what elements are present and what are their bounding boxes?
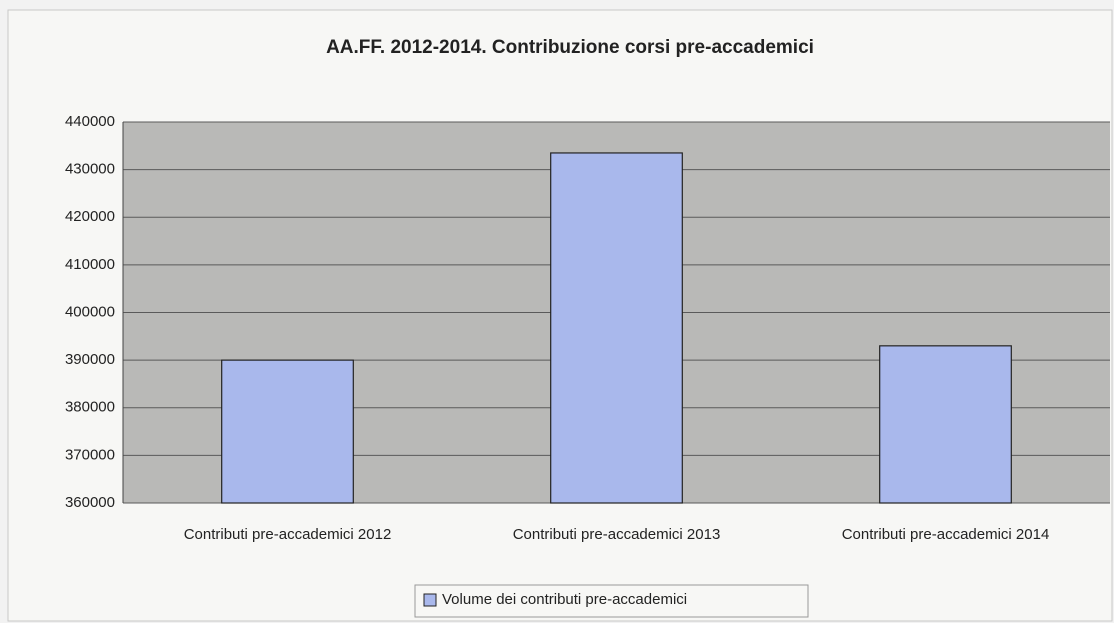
chart-title: AA.FF. 2012-2014. Contribuzione corsi pr… (326, 37, 814, 58)
y-tick-label: 380000 (65, 399, 115, 416)
bar (221, 359, 354, 504)
bar (550, 152, 683, 504)
legend-box (414, 584, 809, 618)
y-tick-label: 410000 (65, 256, 115, 273)
y-tick-label: 360000 (65, 494, 115, 511)
y-tick-label: 370000 (65, 446, 115, 463)
bar (879, 345, 1012, 504)
y-tick-label: 420000 (65, 208, 115, 225)
x-tick-label: Contributi pre-accademici 2013 (513, 526, 721, 543)
legend-label: Volume dei contributi pre-accademici (442, 591, 687, 608)
x-tick-label: Contributi pre-accademici 2012 (184, 526, 392, 543)
y-tick-label: 430000 (65, 161, 115, 178)
y-tick-label: 440000 (65, 113, 115, 130)
legend-swatch (423, 593, 437, 607)
y-tick-label: 400000 (65, 303, 115, 320)
y-tick-label: 390000 (65, 351, 115, 368)
x-tick-label: Contributi pre-accademici 2014 (842, 526, 1050, 543)
